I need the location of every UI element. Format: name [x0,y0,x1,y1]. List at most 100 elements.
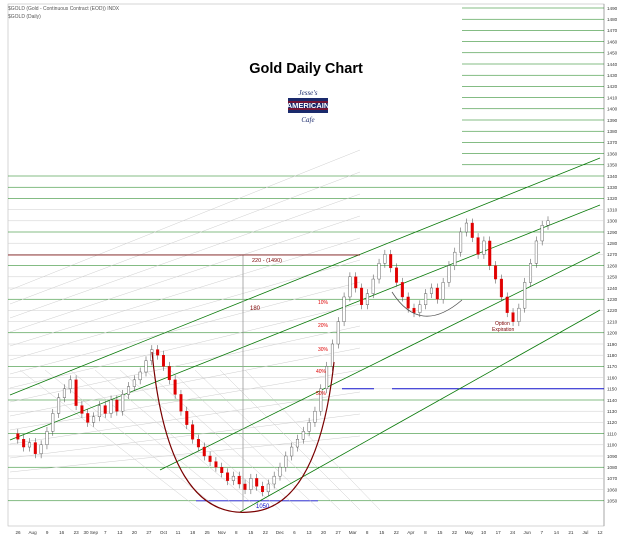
candle-up [39,444,43,454]
x-tick-label: 21 [568,530,574,535]
plot-frame [7,3,605,527]
candle-down [103,405,107,414]
candle-down [16,433,20,440]
pct-20: 20% [318,323,329,329]
candle-down [406,296,410,309]
candle-up [319,388,323,412]
fan-line [244,369,381,511]
candle-down [161,355,165,367]
candle-up [138,371,142,381]
pct-30: 30% [318,347,329,353]
fan-line [9,413,361,459]
y-tick-label: 1170 [607,364,617,369]
y-tick-label: 1250 [607,275,618,280]
y-tick-label: 1320 [607,196,618,201]
fan-line [9,193,361,319]
y-tick-label: 1080 [607,465,618,470]
candle-down [505,296,509,313]
x-tick-label: 22 [394,530,400,535]
y-tick-label: 1390 [607,118,618,123]
candle-up [272,475,276,485]
candle-up [447,265,451,283]
x-tick-label: 23 [74,530,80,535]
fan-line [69,369,241,511]
candle-up [92,416,96,423]
y-tick-label: 1230 [607,297,618,302]
candle-up [418,304,422,313]
y-tick-label: 1180 [607,353,617,358]
y-tick-label: 1480 [607,17,618,22]
y-tick-label: 1160 [607,375,617,380]
x-tick-label: 9 [46,530,49,535]
y-tick-label: 1210 [607,319,618,324]
candle-up [278,467,282,477]
x-tick-label: Dec [276,530,285,535]
candle-up [523,282,527,309]
x-tick-label: 13 [306,530,312,535]
fan-line [9,281,361,375]
fan-line [19,369,201,511]
y-tick-label: 1370 [607,140,618,145]
y-tick-label: 1350 [607,163,618,168]
fan-line [219,369,361,511]
y-tick-label: 1060 [607,487,618,492]
x-tick-label: 15 [437,530,443,535]
candle-up [57,397,61,414]
candle-up [121,394,125,412]
y-tick-label: 1470 [607,28,618,33]
y-tick-label: 1430 [607,73,618,78]
y-axis-labels: 1050 1060 1070 1080 1090 1100 1110 1120 1130 1140… [607,6,618,504]
candle-down [22,439,26,448]
x-tick-label: Jun [524,530,532,535]
fan-line [9,215,361,333]
candle-up [342,296,346,322]
x-tick-label: 14 [554,530,560,535]
y-tick-label: 1260 [607,263,618,268]
candle-up [144,360,148,373]
candle-down [435,287,439,300]
x-tick-label: 13 [117,530,123,535]
candle-down [191,424,195,440]
candle-up [307,422,311,432]
y-tick-label: 1200 [607,331,618,336]
y-tick-label: 1140 [607,398,617,403]
x-tick-label: 8 [424,530,427,535]
x-tick-label: 7 [104,530,107,535]
candle-up [482,240,486,255]
x-tick-label: 20 [132,530,138,535]
x-tick-label: 15 [248,530,254,535]
x-tick-label: 8 [366,530,369,535]
x-tick-label: 8 [235,530,238,535]
candle-down [237,475,241,485]
candle-up [424,293,428,306]
y-tick-label: 1340 [607,174,618,179]
x-tick-label: 16 [59,530,65,535]
candle-up [290,446,294,457]
label-1050: 1050 [256,504,270,510]
candle-down [499,278,503,298]
y-tick-label: 1090 [607,454,618,459]
y-tick-label: 1270 [607,252,618,257]
candle-down [476,237,480,255]
candle-down [74,379,78,406]
candle-down [185,411,189,425]
candle-down [470,222,474,238]
fan-line [9,237,361,347]
candle-down [243,483,247,490]
candle-down [400,282,404,298]
fan-line [44,369,221,511]
logo-line3: Cafe [301,116,314,124]
candle-down [389,254,393,269]
candle-up [377,263,381,280]
x-tick-label: May [465,530,474,535]
y-tick-label: 1330 [607,185,618,190]
y-tick-label: 1460 [607,39,618,44]
candle-down [488,240,492,266]
period-line: $GOLD (Daily) [8,14,41,20]
label-180: 180 [250,306,261,312]
y-tick-label: 1050 [607,499,618,504]
candle-up [62,388,66,398]
candle-up [371,278,375,294]
candle-up [68,379,72,389]
